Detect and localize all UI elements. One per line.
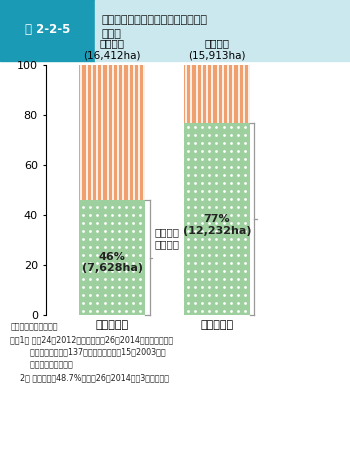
Bar — [94, 0, 350, 61]
Bar — [79, 200, 146, 315]
Text: 受益面積
(16,412ha): 受益面積 (16,412ha) — [83, 39, 141, 60]
Bar — [79, 65, 146, 200]
Bar — [183, 65, 250, 123]
Text: 基盤整備による担い手への農地集積
の向上: 基盤整備による担い手への農地集積 の向上 — [102, 15, 208, 39]
Text: 図 2-2-5: 図 2-2-5 — [25, 22, 70, 36]
Text: 46%
(7,628ha): 46% (7,628ha) — [82, 252, 143, 273]
Bar — [183, 123, 250, 315]
Bar — [0, 0, 94, 61]
Text: 資料：農林水産省調べ
注：1） 平成24（2012）年から平成26（2014）年にかけて区
        画整理が完了した137地区の実績（平成15（2003: 資料：農林水産省調べ 注：1） 平成24（2012）年から平成26（2014）年… — [10, 322, 174, 382]
Text: 77%
(12,232ha): 77% (12,232ha) — [183, 214, 251, 236]
Text: 担い手の
経営面積: 担い手の 経営面積 — [154, 227, 179, 249]
Text: 受益面積
(15,913ha): 受益面積 (15,913ha) — [188, 39, 246, 60]
